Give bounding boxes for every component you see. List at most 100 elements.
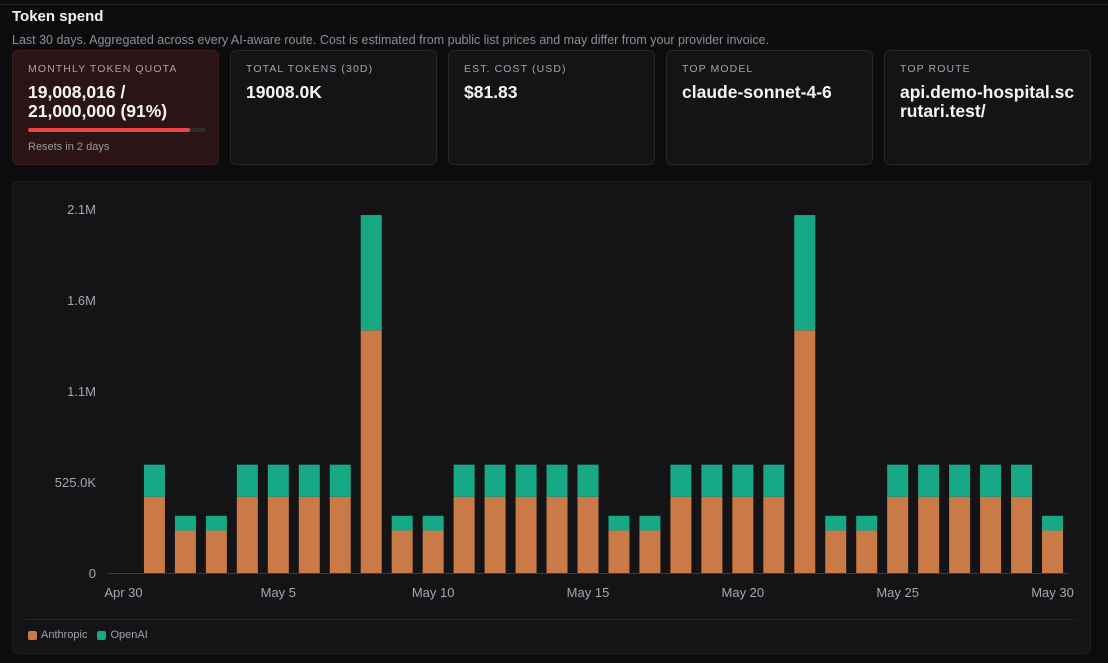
top-model-label: TOP MODEL: [682, 63, 754, 75]
bar-anthropic-may-15[interactable]: [577, 496, 599, 573]
x-tick-label: May 20: [722, 585, 765, 600]
page-title: Token spend: [12, 8, 104, 25]
bar-openai-may-20[interactable]: [732, 464, 754, 497]
token-chart-panel: 0 525.0K 1.1M 1.6M 2.1M Apr 30 May 5 May 10 May …: [12, 181, 1091, 654]
y-tick-label: 2.1M: [67, 202, 96, 217]
cost-card: EST. COST (USD) $81.83: [448, 50, 655, 165]
bar-openai-may-11[interactable]: [453, 464, 475, 497]
bar-openai-may-3[interactable]: [205, 515, 227, 531]
y-tick-label: 1.6M: [67, 293, 96, 308]
x-tick-label: May 15: [567, 585, 610, 600]
top-model-value: claude-sonnet-4-6: [682, 82, 832, 102]
top-model-card: TOP MODEL claude-sonnet-4-6: [666, 50, 873, 165]
chart-legend: Anthropic OpenAI: [28, 629, 148, 641]
bar-anthropic-may-7[interactable]: [329, 496, 351, 573]
bar-openai-may-27[interactable]: [949, 464, 971, 497]
legend-divider: [25, 619, 1078, 620]
x-tick-label: May 10: [412, 585, 455, 600]
quota-reset-note: Resets in 2 days: [28, 141, 110, 153]
bar-openai-may-8[interactable]: [360, 215, 382, 331]
bar-openai-may-15[interactable]: [577, 464, 599, 497]
bar-openai-may-25[interactable]: [887, 464, 909, 497]
token-chart: 0 525.0K 1.1M 1.6M 2.1M Apr 30 May 5 May 10 May …: [55, 202, 1074, 600]
x-tick-label: Apr 30: [104, 585, 142, 600]
y-tick-label: 1.1M: [67, 384, 96, 399]
bar-anthropic-may-5[interactable]: [267, 496, 289, 573]
x-tick-label: May 5: [261, 585, 296, 600]
bar-openai-may-22[interactable]: [794, 215, 816, 331]
legend-label: Anthropic: [41, 629, 88, 641]
top-route-card: TOP ROUTE api.demo-hospital.scrutari.tes…: [884, 50, 1091, 165]
bar-anthropic-may-1[interactable]: [143, 496, 165, 573]
bar-anthropic-may-3[interactable]: [205, 530, 227, 573]
bar-openai-may-4[interactable]: [236, 464, 258, 497]
y-tick-label: 0: [89, 566, 96, 581]
quota-progress-fill: [28, 128, 190, 132]
bar-openai-may-14[interactable]: [546, 464, 568, 497]
bar-openai-may-17[interactable]: [639, 515, 661, 531]
cost-value: $81.83: [464, 82, 518, 102]
bar-openai-may-5[interactable]: [267, 464, 289, 497]
x-tick-label: May 25: [876, 585, 919, 600]
bar-openai-may-26[interactable]: [918, 464, 940, 497]
bar-anthropic-may-29[interactable]: [1011, 496, 1033, 573]
bar-openai-may-12[interactable]: [484, 464, 506, 497]
bar-anthropic-may-11[interactable]: [453, 496, 475, 573]
bar-openai-may-6[interactable]: [298, 464, 320, 497]
legend-label: OpenAI: [110, 629, 148, 641]
bar-anthropic-may-20[interactable]: [732, 496, 754, 573]
bar-anthropic-may-10[interactable]: [422, 530, 444, 573]
bar-anthropic-may-13[interactable]: [515, 496, 537, 573]
x-tick-label: May 30: [1031, 585, 1074, 600]
bar-anthropic-may-4[interactable]: [236, 496, 258, 573]
bar-anthropic-may-24[interactable]: [856, 530, 878, 573]
bar-openai-may-28[interactable]: [980, 464, 1002, 497]
bar-openai-may-29[interactable]: [1011, 464, 1033, 497]
page-subtitle: Last 30 days. Aggregated across every AI…: [12, 33, 770, 47]
bar-anthropic-may-14[interactable]: [546, 496, 568, 573]
quota-value: 19,008,016 / 21,000,000 (91%): [28, 82, 168, 121]
total-tokens-label: TOTAL TOKENS (30D): [246, 63, 374, 75]
total-tokens-card: TOTAL TOKENS (30D) 19008.0K: [230, 50, 437, 165]
bar-anthropic-may-30[interactable]: [1042, 530, 1064, 573]
bar-openai-may-19[interactable]: [701, 464, 723, 497]
bar-anthropic-may-25[interactable]: [887, 496, 909, 573]
bar-anthropic-may-16[interactable]: [608, 530, 630, 573]
bar-anthropic-may-9[interactable]: [391, 530, 413, 573]
bar-openai-may-9[interactable]: [391, 515, 413, 531]
bar-openai-may-2[interactable]: [174, 515, 196, 531]
bar-anthropic-may-6[interactable]: [298, 496, 320, 573]
bar-anthropic-may-23[interactable]: [825, 530, 847, 573]
bar-openai-may-13[interactable]: [515, 464, 537, 497]
bar-anthropic-may-28[interactable]: [980, 496, 1002, 573]
legend-item-openai[interactable]: OpenAI: [97, 629, 148, 641]
bar-anthropic-may-21[interactable]: [763, 496, 785, 573]
bar-anthropic-may-19[interactable]: [701, 496, 723, 573]
bar-anthropic-may-8[interactable]: [360, 330, 382, 573]
bar-anthropic-may-12[interactable]: [484, 496, 506, 573]
bar-anthropic-may-27[interactable]: [949, 496, 971, 573]
bar-openai-may-1[interactable]: [143, 464, 165, 497]
bar-anthropic-may-22[interactable]: [794, 330, 816, 573]
top-route-value: api.demo-hospital.scrutari.test/: [900, 82, 1075, 121]
cost-label: EST. COST (USD): [464, 63, 567, 75]
legend-swatch: [28, 630, 37, 640]
quota-card: MONTHLY TOKEN QUOTA 19,008,016 / 21,000,…: [12, 50, 219, 165]
bar-openai-may-30[interactable]: [1042, 515, 1064, 531]
bar-openai-may-16[interactable]: [608, 515, 630, 531]
top-divider: [0, 4, 1108, 5]
top-route-label: TOP ROUTE: [900, 63, 971, 75]
bar-openai-may-21[interactable]: [763, 464, 785, 497]
bar-anthropic-may-17[interactable]: [639, 530, 661, 573]
bar-anthropic-may-18[interactable]: [670, 496, 692, 573]
bar-openai-may-10[interactable]: [422, 515, 444, 531]
bar-anthropic-may-26[interactable]: [918, 496, 940, 573]
quota-label: MONTHLY TOKEN QUOTA: [28, 63, 178, 75]
bar-openai-may-7[interactable]: [329, 464, 351, 497]
bar-openai-may-23[interactable]: [825, 515, 847, 531]
bar-openai-may-18[interactable]: [670, 464, 692, 497]
y-tick-label: 525.0K: [55, 475, 97, 490]
bar-openai-may-24[interactable]: [856, 515, 878, 531]
legend-item-anthropic[interactable]: Anthropic: [28, 629, 87, 641]
bar-anthropic-may-2[interactable]: [174, 530, 196, 573]
